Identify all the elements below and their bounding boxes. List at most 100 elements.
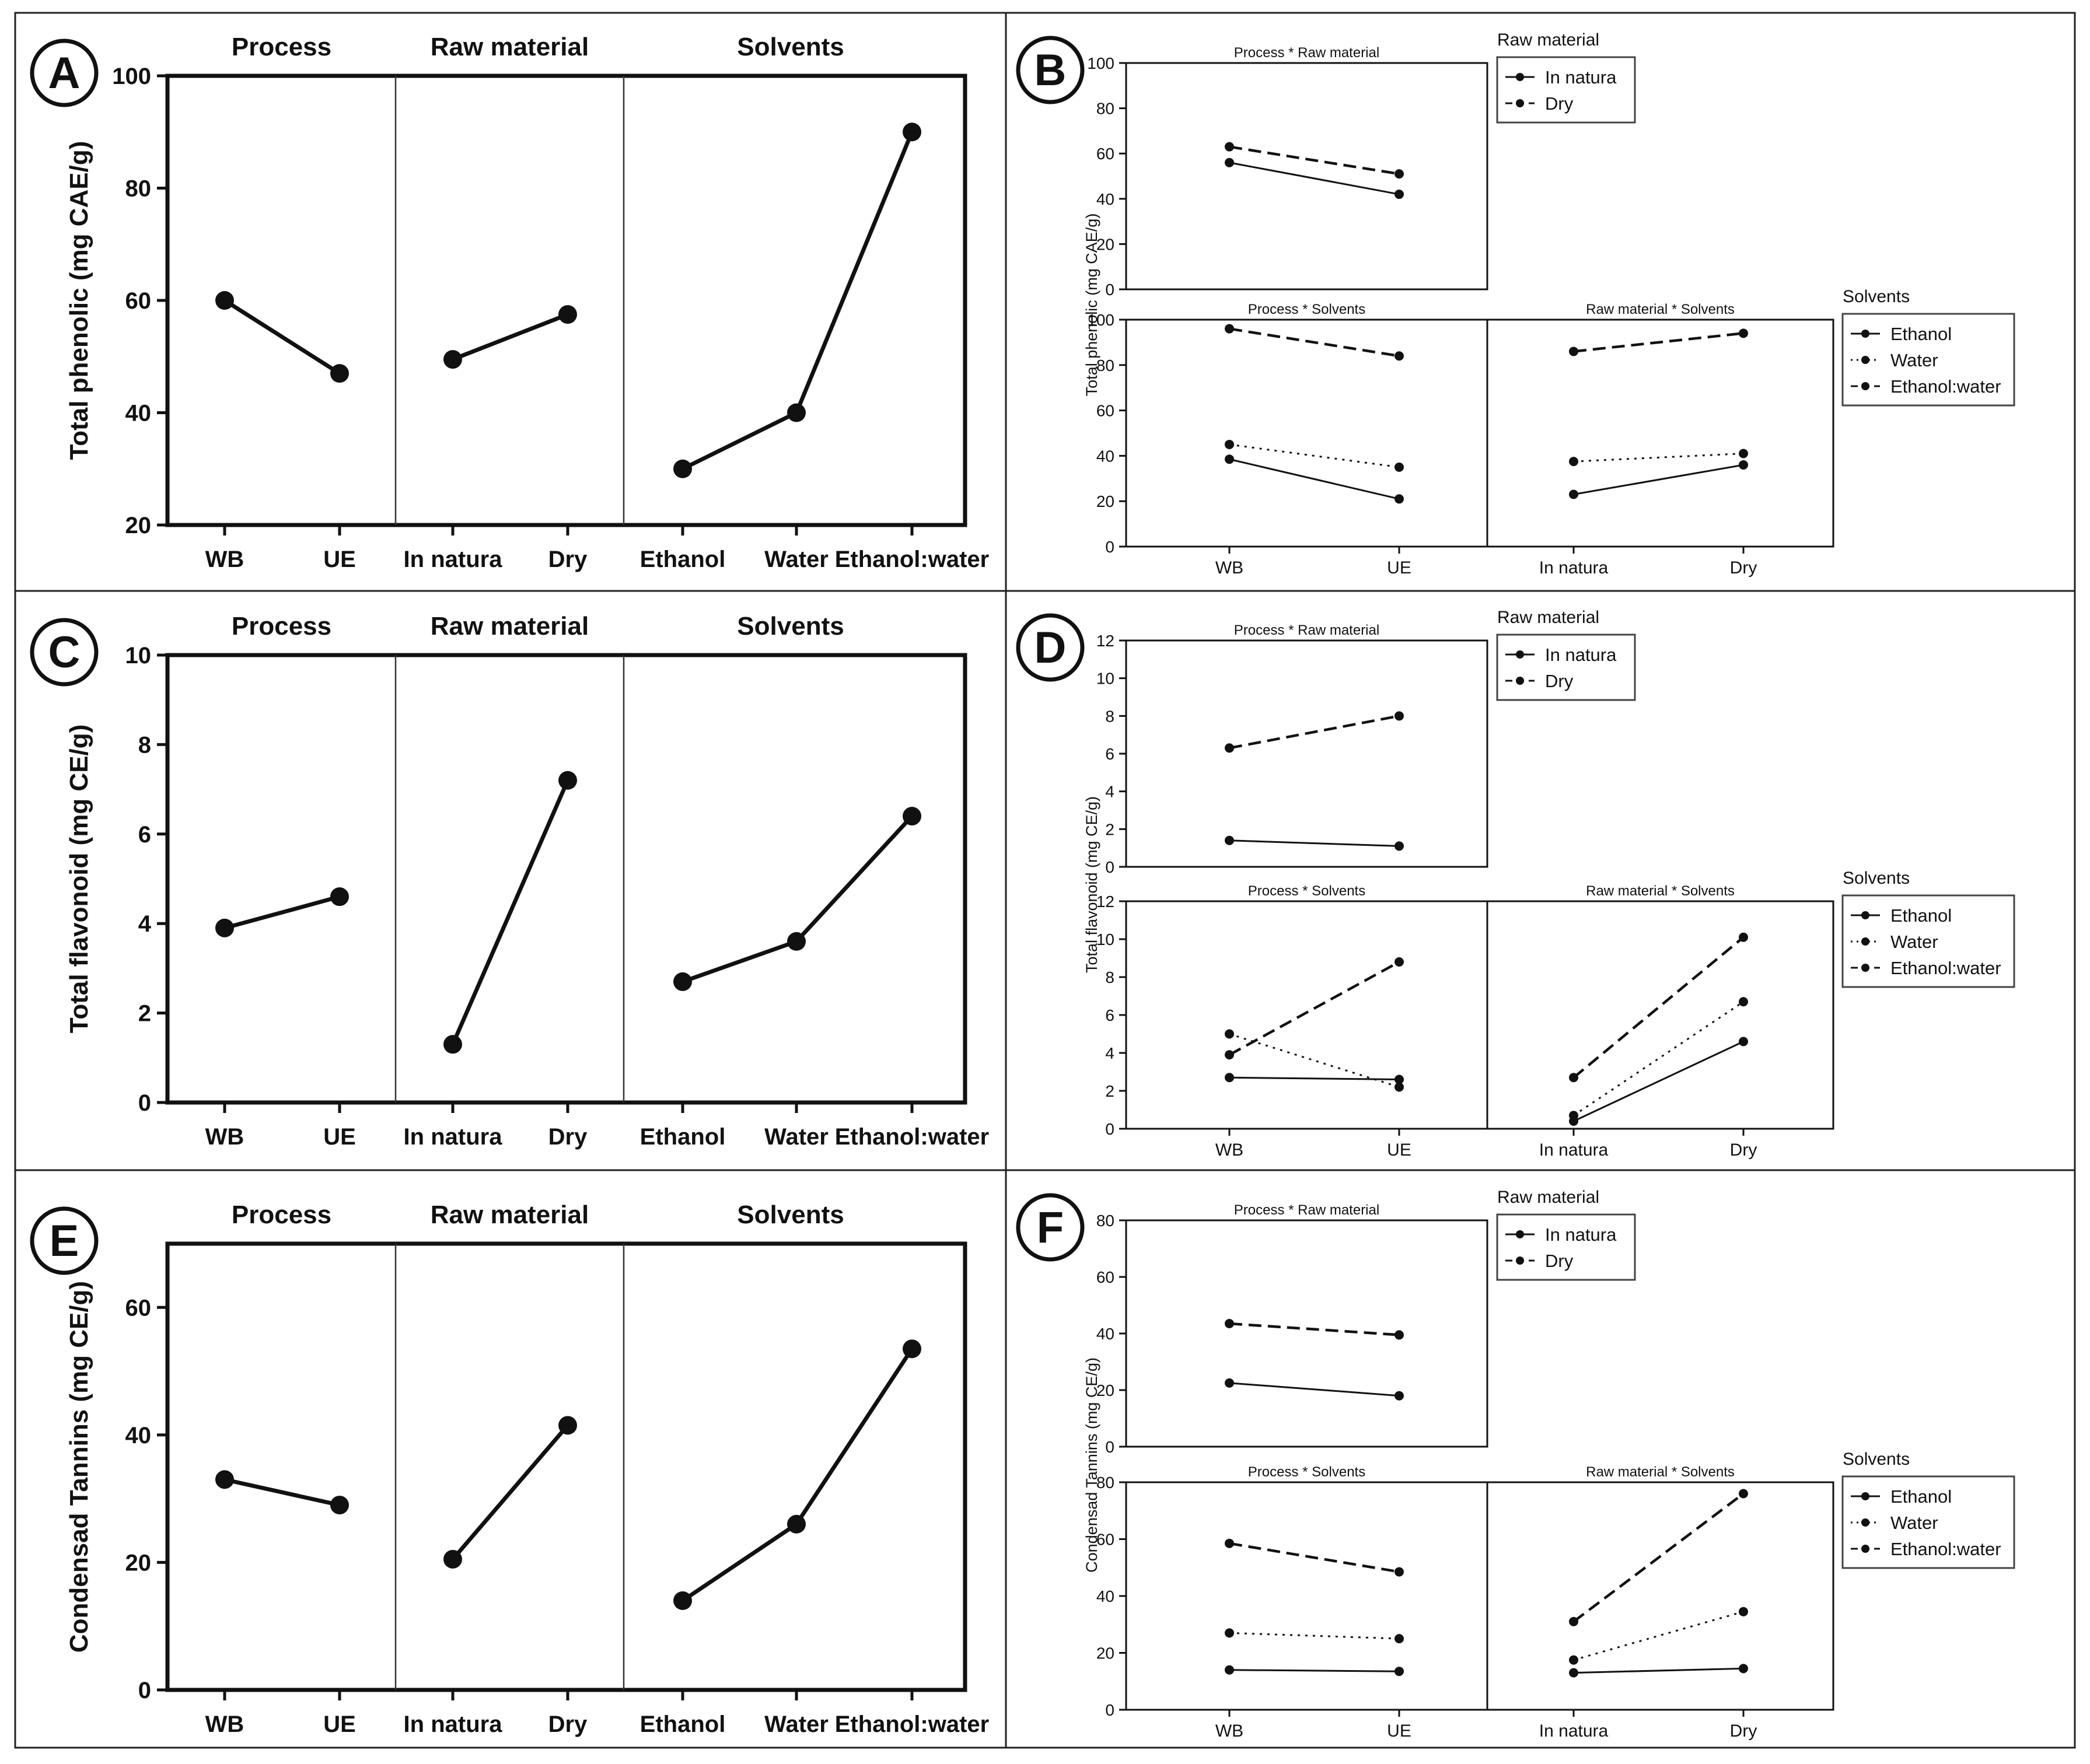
y-tick-label: 100 bbox=[1087, 54, 1114, 72]
y-tick-label: 100 bbox=[112, 64, 151, 89]
y-axis-label: Total phenolic (mg CAE/g) bbox=[65, 141, 93, 460]
y-axis-label: Condensad Tannins (mg CE/g) bbox=[1083, 1357, 1100, 1573]
legend-box bbox=[1841, 313, 2015, 407]
data-point bbox=[330, 887, 349, 907]
subplot-title: Process * Solvents bbox=[1248, 883, 1365, 899]
subplot-title: Process * Raw material bbox=[1234, 622, 1379, 638]
y-tick-label: 0 bbox=[138, 1090, 151, 1116]
series-line-raw-material bbox=[450, 779, 570, 1045]
data-point bbox=[1225, 142, 1234, 152]
series-line-process bbox=[224, 894, 340, 930]
y-tick-label: 10 bbox=[1096, 930, 1114, 949]
legend-box bbox=[1496, 56, 1636, 124]
data-point bbox=[1225, 158, 1234, 167]
data-point bbox=[1739, 1037, 1748, 1046]
series-line-ethanol-water bbox=[1572, 1492, 1745, 1623]
y-tick-label: 60 bbox=[1096, 402, 1114, 420]
x-tick-label: Ethanol bbox=[640, 1712, 726, 1737]
legend-item: Water bbox=[1890, 932, 1938, 952]
data-point bbox=[1395, 957, 1404, 967]
y-tick-label: 8 bbox=[138, 732, 151, 758]
section-title: Solvents bbox=[737, 33, 844, 61]
subplot-frame bbox=[1125, 900, 1488, 1130]
data-point bbox=[1225, 1073, 1234, 1083]
x-tick-label: Ethanol bbox=[640, 1124, 726, 1150]
y-axis-label: Total flavonoid (mg CE/g) bbox=[65, 724, 93, 1034]
series-line-ethanol bbox=[1573, 1041, 1744, 1122]
panel-letter-badge: F bbox=[1016, 1193, 1085, 1262]
subplot-title: Raw material * Solvents bbox=[1586, 1464, 1735, 1480]
main-panel-a: Process Raw material Solvents 20 40 60 80 100 To… bbox=[65, 33, 989, 572]
legend-box bbox=[1841, 894, 2015, 988]
x-tick-label: Dry bbox=[1730, 1140, 1757, 1160]
legend-item: Water bbox=[1890, 350, 1938, 370]
data-point bbox=[1569, 1111, 1578, 1121]
y-tick-label: 20 bbox=[1096, 1644, 1114, 1662]
series-line-in-natura bbox=[1229, 1382, 1400, 1397]
y-tick-label: 12 bbox=[1096, 632, 1114, 650]
data-point bbox=[1225, 454, 1234, 464]
subplot-title: Process * Solvents bbox=[1248, 302, 1365, 317]
data-point bbox=[1739, 460, 1748, 470]
y-tick-label: 0 bbox=[1105, 1701, 1114, 1719]
series-line-water bbox=[1229, 1632, 1400, 1640]
y-tick-label: 4 bbox=[138, 911, 152, 937]
y-tick-label: 100 bbox=[1087, 311, 1114, 329]
series-line-water bbox=[1573, 1611, 1744, 1661]
data-point bbox=[673, 459, 692, 478]
y-tick-label: 80 bbox=[1096, 1212, 1114, 1230]
data-point bbox=[558, 771, 577, 790]
legend-item: Ethanol bbox=[1890, 905, 1952, 926]
panel-letter: B bbox=[1034, 46, 1067, 95]
legend-swatch-marker bbox=[1516, 73, 1524, 81]
data-point bbox=[1569, 1668, 1578, 1678]
y-tick-label: 6 bbox=[1105, 745, 1114, 763]
x-tick-label: WB bbox=[1215, 1140, 1243, 1160]
y-tick-label: 60 bbox=[1096, 1268, 1114, 1286]
data-point bbox=[330, 1496, 349, 1515]
x-tick-label: In natura bbox=[404, 547, 503, 572]
y-tick-label: 40 bbox=[1096, 447, 1114, 465]
data-point bbox=[1395, 1634, 1404, 1644]
legend-box bbox=[1496, 1213, 1636, 1281]
data-point bbox=[1739, 932, 1748, 942]
data-point bbox=[1569, 1655, 1578, 1665]
subplot-title: Process * Raw material bbox=[1234, 45, 1379, 61]
section-title: Process bbox=[232, 612, 331, 640]
data-point bbox=[1395, 711, 1404, 721]
y-tick-label: 4 bbox=[1105, 1044, 1114, 1062]
data-point bbox=[1395, 1330, 1404, 1340]
section-title: Raw material bbox=[431, 33, 589, 61]
x-tick-label: Ethanol bbox=[640, 547, 726, 572]
data-point bbox=[1739, 449, 1748, 459]
plot-frame bbox=[165, 1241, 967, 1692]
data-point bbox=[1395, 1082, 1404, 1092]
y-tick-label: 8 bbox=[1105, 968, 1114, 986]
data-point bbox=[1569, 1616, 1578, 1626]
subplot-frame bbox=[1486, 1481, 1834, 1711]
y-tick-label: 0 bbox=[138, 1678, 151, 1703]
legend-title: Raw material bbox=[1497, 608, 1599, 627]
series-line-process bbox=[224, 1477, 340, 1507]
x-tick-label: In natura bbox=[1539, 1140, 1609, 1160]
data-point bbox=[1739, 997, 1748, 1007]
section-title: Raw material bbox=[431, 612, 589, 640]
interaction-panel-b: Process * Raw material 0 20 40 60 80 100 Proces… bbox=[1083, 30, 2015, 578]
data-point bbox=[1739, 1489, 1748, 1499]
data-point bbox=[1739, 328, 1748, 338]
y-tick-label: 40 bbox=[125, 401, 152, 426]
data-point bbox=[215, 291, 234, 310]
data-point bbox=[1395, 190, 1404, 200]
x-tick-label: Dry bbox=[1730, 1721, 1757, 1741]
data-point bbox=[1739, 1664, 1748, 1674]
y-tick-label: 40 bbox=[1096, 190, 1114, 208]
data-point bbox=[1569, 489, 1578, 499]
data-point bbox=[1225, 743, 1234, 753]
data-point bbox=[1569, 346, 1578, 356]
legend-box bbox=[1841, 1475, 2015, 1569]
legend-item: Dry bbox=[1545, 1251, 1574, 1271]
y-tick-label: 0 bbox=[1105, 1120, 1114, 1138]
series-line-raw-material bbox=[452, 312, 569, 362]
legend-swatch-marker bbox=[1861, 1545, 1869, 1553]
legend-title: Solvents bbox=[1843, 287, 1910, 306]
